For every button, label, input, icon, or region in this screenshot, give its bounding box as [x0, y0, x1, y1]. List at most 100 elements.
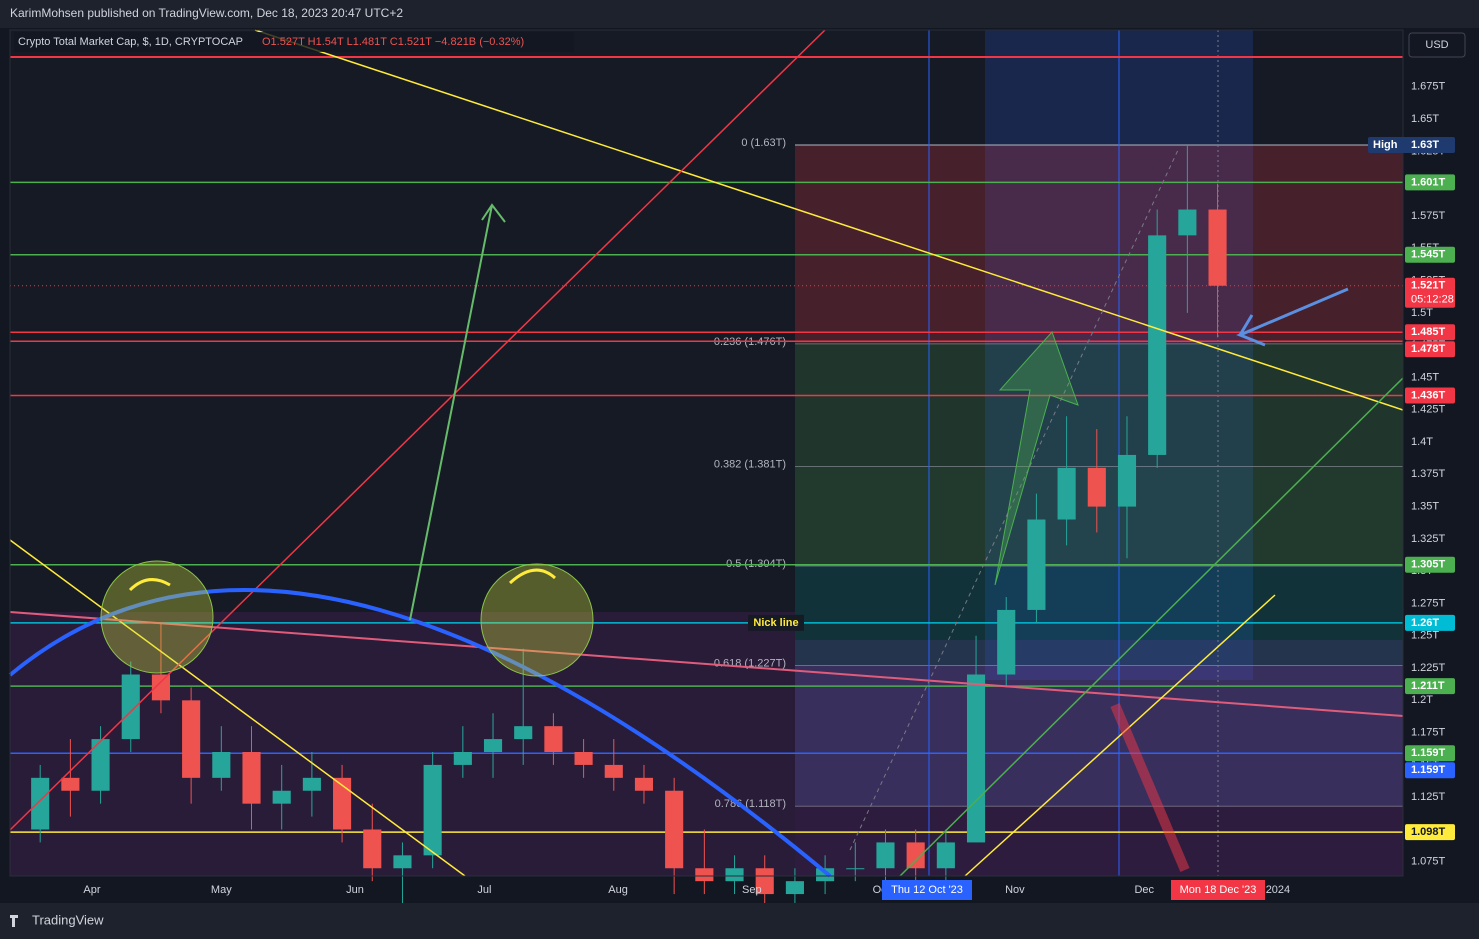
brand: TradingView — [32, 912, 104, 927]
price-badge-label: 1.26T — [1411, 617, 1439, 629]
x-tick-label: Dec — [1134, 884, 1154, 896]
y-tick-label: 1.375T — [1411, 468, 1446, 480]
price-badge-label: 1.485T — [1411, 326, 1446, 338]
candle-body — [846, 868, 865, 870]
price-badge — [1405, 556, 1455, 573]
circle — [480, 563, 594, 677]
nick-bg — [748, 614, 804, 631]
trendline — [9, 29, 826, 831]
y-tick-label: 1.65T — [1411, 113, 1439, 125]
y-tick-label: 1.575T — [1411, 210, 1446, 222]
candle-body — [514, 726, 533, 740]
fib-label: 0.786 (1.118T) — [715, 798, 786, 810]
candle-body — [725, 868, 744, 882]
price-badge-label: 1.098T — [1411, 826, 1446, 838]
candle-body — [695, 868, 714, 882]
countdown: 05:12:28 — [1411, 294, 1454, 306]
candle-body — [151, 674, 171, 701]
x-tick-label: Apr — [83, 884, 100, 896]
candle-body — [212, 752, 231, 778]
y-tick-label: 1.45T — [1411, 371, 1439, 383]
currency[interactable]: USD — [1425, 39, 1448, 51]
curve — [508, 568, 557, 585]
circle — [100, 560, 214, 674]
price-badge — [1405, 324, 1455, 341]
fib-zone — [795, 343, 1403, 467]
price-badge — [1405, 678, 1455, 695]
price-badge — [1405, 824, 1455, 841]
date-badge — [1171, 880, 1265, 900]
candle-body — [31, 777, 50, 830]
trendline — [9, 611, 1404, 717]
fib-zone — [795, 665, 1403, 807]
trendline — [254, 29, 1404, 411]
bottom-bar — [0, 903, 1479, 939]
candle-body — [966, 674, 986, 843]
y-tick-label: 1.5T — [1411, 307, 1433, 319]
candle-body — [61, 777, 80, 791]
axes: 1.075T1.1T1.125T1.15T1.175T1.2T1.225T1.2… — [83, 81, 1455, 900]
legend-bg — [14, 32, 574, 52]
candle-body — [634, 777, 654, 791]
trendline — [899, 377, 1404, 877]
candle-body — [906, 842, 925, 869]
candle-body — [816, 868, 835, 882]
ohlc: O1.527T H1.54T L1.481T C1.521T −4.821B (… — [262, 36, 524, 48]
arc — [8, 588, 832, 878]
y-tick-label: 1.675T — [1411, 81, 1446, 93]
candle-body — [1087, 467, 1106, 507]
candle-body — [1057, 467, 1076, 520]
levels: Nick line — [10, 181, 1403, 833]
trendline — [849, 149, 1179, 851]
price-badge-label: 1.436T — [1411, 389, 1446, 401]
symbol: Crypto Total Market Cap, $, 1D, CRYPTOCA… — [18, 36, 243, 48]
fib-label: 0.5 (1.304T) — [726, 558, 786, 570]
candle-body — [785, 881, 804, 895]
high-label: High — [1373, 139, 1398, 151]
date-badge — [882, 880, 972, 900]
candle-body — [182, 700, 201, 778]
price-badge-label: 1.545T — [1411, 249, 1446, 261]
y-tick-label: 1.2T — [1411, 694, 1433, 706]
price-badge — [1405, 341, 1455, 358]
price-badge-label: 1.478T — [1411, 343, 1446, 355]
y-tick-label: 1.35T — [1411, 501, 1439, 513]
candle-body — [876, 842, 895, 869]
price-badge-label: 1.159T — [1411, 747, 1446, 759]
y-tick-label: 1.425T — [1411, 404, 1446, 416]
candle-body — [363, 829, 382, 869]
currency-button[interactable] — [1408, 32, 1466, 58]
arrow — [409, 203, 506, 621]
price-badge — [1405, 174, 1455, 191]
x-tick-label: 2024 — [1266, 884, 1290, 896]
fib-zone — [795, 144, 1403, 344]
publisher: KarimMohsen published on TradingView.com… — [10, 6, 403, 20]
candle-body — [1117, 454, 1137, 507]
candle-body — [1178, 209, 1197, 236]
candle-body — [483, 739, 503, 753]
price-badge — [1405, 745, 1455, 762]
y-tick-label: 1.125T — [1411, 791, 1446, 803]
candle-body — [604, 764, 623, 778]
candle-body — [1148, 235, 1167, 455]
x-tick-label: Aug — [608, 884, 628, 896]
candle-body — [272, 790, 291, 804]
date-start: Thu 12 Oct '23 — [891, 884, 963, 896]
y-tick-label: 1.075T — [1411, 856, 1446, 868]
candle-body — [302, 777, 321, 791]
price-badge-label: 1.159T — [1411, 764, 1446, 776]
plot-border — [9, 29, 1404, 877]
candle-body — [1027, 519, 1046, 610]
y-tick-label: 1.225T — [1411, 662, 1446, 674]
candle-body — [755, 868, 774, 895]
price-badge — [1405, 246, 1455, 263]
trendline — [964, 594, 1276, 877]
high-value: 1.63T — [1411, 139, 1439, 151]
y-tick-label: 1.25T — [1411, 630, 1439, 642]
x-tick-label: Jun — [346, 884, 364, 896]
candle-body — [121, 674, 140, 740]
price-badge-label: 1.601T — [1411, 176, 1446, 188]
price-badge-label: 1.211T — [1411, 680, 1445, 692]
candle-body — [1208, 209, 1227, 286]
